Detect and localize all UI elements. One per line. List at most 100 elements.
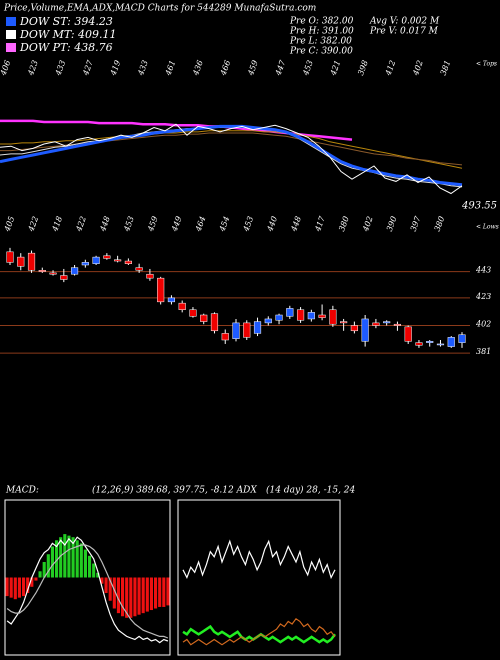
macd-bar: [88, 555, 92, 578]
series-line: [6, 544, 169, 639]
candle-body: [404, 326, 412, 342]
low-label: 448: [98, 215, 112, 233]
top-label: 398: [356, 59, 370, 76]
series-line: [0, 127, 463, 188]
top-label: 461: [163, 59, 177, 77]
series-line: [0, 124, 463, 187]
series-line: [0, 130, 463, 169]
candle-body: [275, 314, 283, 321]
candle-body: [114, 259, 122, 262]
legend-swatch: [6, 43, 16, 52]
top-label: 466: [218, 59, 232, 77]
top-label: 412: [383, 59, 397, 77]
candle-body: [372, 322, 380, 326]
low-label: 397: [409, 214, 423, 232]
candle-body: [350, 325, 358, 332]
macd-bar: [83, 549, 87, 578]
candle-body: [81, 262, 89, 266]
candle-body: [6, 251, 14, 263]
macd-bar: [116, 577, 120, 614]
candle-body: [264, 318, 272, 324]
candle-body: [340, 321, 348, 324]
macd-bar: [67, 535, 71, 578]
top-label: 421: [328, 59, 342, 77]
top-label: 447: [273, 58, 287, 77]
low-label: 422: [26, 215, 40, 233]
macd-bar: [100, 577, 104, 584]
top-label: 453: [301, 59, 315, 77]
top-label: 436: [191, 59, 205, 77]
candle-body: [383, 321, 391, 324]
candle-body: [103, 255, 111, 259]
macd-bar: [17, 577, 21, 598]
macd-bar: [34, 577, 38, 581]
candle-body: [436, 343, 445, 346]
adx-params: (14 day) 28, -15, 24: [266, 485, 356, 496]
stat-label: Pre L: 382.00: [289, 37, 352, 47]
macd-bar: [137, 577, 141, 615]
candle-body: [157, 277, 165, 303]
candle-body: [329, 309, 337, 325]
macd-bar: [149, 577, 153, 611]
price-annotation: 493.55: [461, 201, 497, 212]
stat-label: Pre O: 382.00: [289, 17, 354, 27]
candle-body: [307, 312, 315, 320]
legend-swatch: [6, 30, 16, 39]
low-label: 380: [337, 215, 351, 232]
macd-bar: [104, 577, 108, 593]
macd-bar: [63, 534, 67, 578]
macd-bar: [141, 577, 145, 614]
stat-label: Avg V: 0.002 M: [369, 17, 440, 27]
candle-body: [286, 308, 294, 317]
candle-body: [27, 252, 36, 271]
candle-body: [189, 309, 197, 317]
series-line: [0, 123, 463, 195]
candle-body: [426, 341, 434, 343]
low-label: 422: [74, 215, 88, 233]
y-tick-label: 443: [475, 266, 491, 275]
candle-body: [178, 302, 186, 310]
top-label: 419: [108, 59, 122, 77]
stat-label: Pre C: 390.00: [289, 47, 353, 57]
top-label: 433: [53, 59, 67, 77]
macd-bar: [42, 562, 46, 578]
top-label: 459: [246, 59, 260, 77]
macd-params: (12,26,9) 389.68, 397.75, -8.12 ADX: [92, 485, 257, 496]
macd-bar: [59, 537, 63, 578]
y-tick-label: 402: [475, 320, 491, 329]
top-label: 402: [411, 59, 425, 77]
top-label: 406: [0, 59, 12, 77]
macd-bar: [26, 577, 30, 593]
y-tick-label: 381: [476, 347, 491, 356]
macd-bar: [108, 577, 112, 601]
candle-body: [200, 314, 208, 322]
candle-body: [167, 297, 176, 303]
macd-bar: [121, 577, 125, 617]
low-label: 405: [2, 215, 16, 233]
stat-label: Pre V: 0.017 M: [369, 27, 439, 37]
tops-title: < Tops: [476, 61, 497, 68]
macd-bar: [125, 577, 129, 618]
candle-body: [296, 309, 305, 321]
low-label: 454: [217, 215, 231, 233]
top-label: 381: [439, 59, 453, 76]
low-label: 453: [122, 215, 136, 233]
legend-label: DOW ST: 394.23: [19, 15, 113, 28]
top-label: 433: [136, 59, 150, 77]
candle-body: [393, 323, 402, 326]
candle-body: [253, 321, 262, 334]
macd-bar: [9, 577, 13, 598]
low-label: 417: [313, 214, 327, 233]
candle-body: [60, 275, 68, 280]
low-label: 449: [170, 215, 184, 233]
candle-body: [49, 272, 57, 275]
macd-bar: [5, 577, 9, 597]
macd-bar: [133, 577, 137, 617]
series-line: [6, 536, 169, 644]
candle-body: [210, 313, 219, 332]
candle-body: [135, 267, 143, 271]
macd-bar: [38, 571, 42, 578]
y-tick-label: 423: [475, 292, 491, 301]
macd-bar: [71, 537, 75, 578]
macd-frame: [4, 499, 171, 656]
